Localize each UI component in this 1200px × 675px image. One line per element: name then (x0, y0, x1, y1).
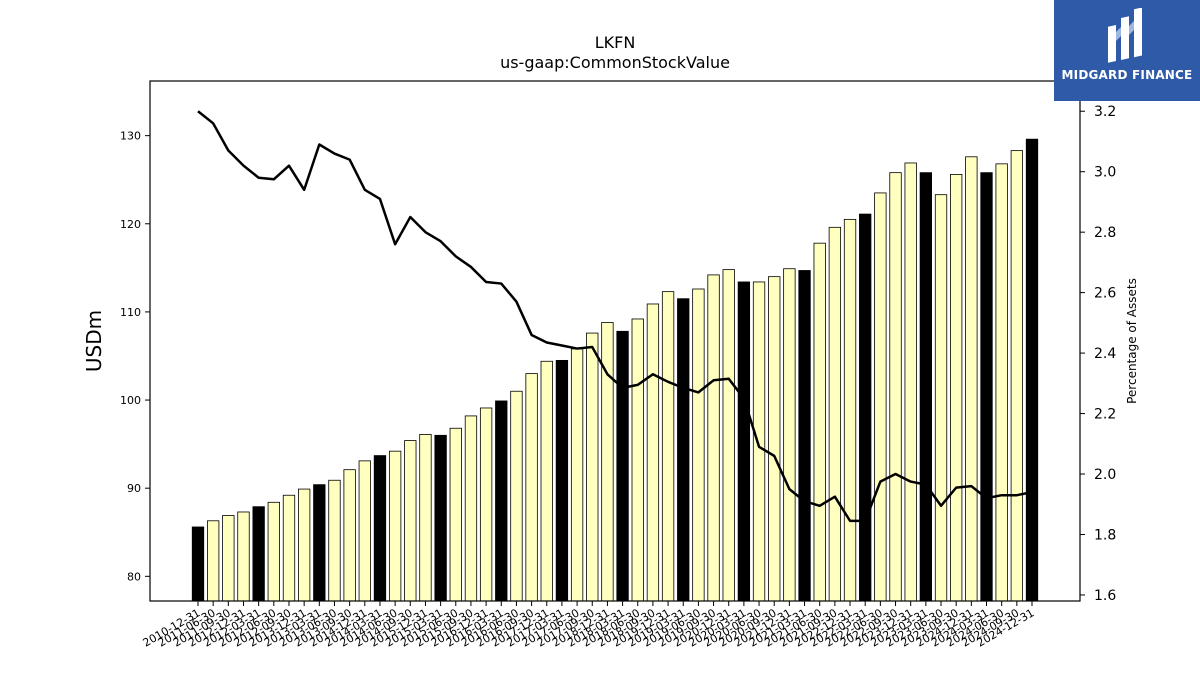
bar (737, 281, 751, 602)
bar (783, 268, 796, 602)
bar (661, 291, 675, 602)
bar (889, 172, 902, 602)
bar (343, 469, 356, 602)
bar (313, 484, 326, 602)
bar (631, 318, 644, 602)
bar (388, 450, 402, 602)
chart-title: LKFN (595, 33, 636, 52)
logo: MIDGARD FINANCE (1054, 0, 1200, 101)
bar (965, 156, 978, 602)
bar (798, 270, 811, 602)
y2-tick-label: 3.0 (1094, 165, 1116, 181)
bar (1010, 150, 1023, 602)
y2-tick-label: 2.6 (1094, 286, 1116, 302)
line-series (197, 110, 1033, 523)
bar (222, 515, 235, 602)
logo-text: MIDGARD FINANCE (1061, 68, 1193, 82)
bar (752, 281, 766, 602)
bar (570, 348, 584, 602)
bar (677, 298, 690, 602)
bar (328, 479, 341, 602)
plot-frame (149, 80, 1081, 602)
y-tick-label: 100 (120, 394, 141, 407)
bar (980, 172, 993, 602)
bar-series (191, 138, 1039, 602)
y-tick-label: 90 (127, 482, 141, 495)
bar (449, 427, 462, 602)
y2-tick-label: 2.0 (1094, 467, 1116, 483)
line-series-path (197, 110, 1033, 523)
y-tick-label: 120 (120, 218, 141, 231)
bar (616, 330, 629, 602)
bar (843, 218, 857, 602)
bar (707, 274, 720, 602)
bar (768, 276, 781, 602)
y2-tick-label: 2.8 (1094, 225, 1116, 241)
chart-subtitle: us-gaap:CommonStockValue (500, 53, 730, 72)
bar (297, 488, 311, 602)
bar (874, 192, 887, 602)
bar (646, 303, 660, 602)
axes: 80 90 100 110 120 130 1.6 1.8 2.0 2.2 2.4 2.6 2.8 3.0… (120, 80, 1116, 650)
bar (358, 460, 371, 602)
bar (419, 434, 432, 602)
bar (267, 501, 280, 602)
midgard-logo-icon (1108, 8, 1142, 63)
bar (464, 415, 478, 602)
y2-tick-label: 2.4 (1094, 346, 1116, 362)
y2-tick-label: 3.2 (1094, 104, 1116, 120)
bar (282, 494, 296, 602)
bar (207, 520, 220, 602)
bar (601, 322, 614, 602)
y2-axis-label: Percentage of Assets (1125, 278, 1139, 404)
y-axis-label: USDm (82, 310, 106, 372)
y2-tick-label: 1.8 (1094, 527, 1116, 543)
bar (828, 226, 842, 602)
bar (904, 162, 917, 602)
bar (555, 359, 569, 602)
y-tick-label: 130 (120, 130, 141, 143)
bar (237, 511, 250, 602)
y-tick-label: 80 (127, 570, 141, 583)
bar (1025, 138, 1039, 602)
bar (191, 526, 205, 602)
y-tick-label: 110 (120, 306, 141, 319)
bar (919, 172, 932, 602)
bar (950, 174, 963, 602)
bar (995, 163, 1008, 602)
bar (934, 194, 948, 602)
bar (540, 360, 553, 602)
bar (404, 440, 417, 602)
bar (859, 213, 872, 602)
bar (525, 373, 538, 602)
bar (813, 242, 826, 602)
bar (586, 332, 599, 602)
bar (722, 269, 735, 602)
bar (252, 506, 265, 602)
bar (434, 434, 447, 602)
bar (495, 400, 508, 602)
bar (479, 407, 493, 602)
bar (510, 390, 523, 602)
bar (373, 455, 387, 602)
y2-tick-label: 1.6 (1094, 588, 1116, 604)
bar (692, 288, 705, 602)
y2-tick-label: 2.2 (1094, 407, 1116, 423)
